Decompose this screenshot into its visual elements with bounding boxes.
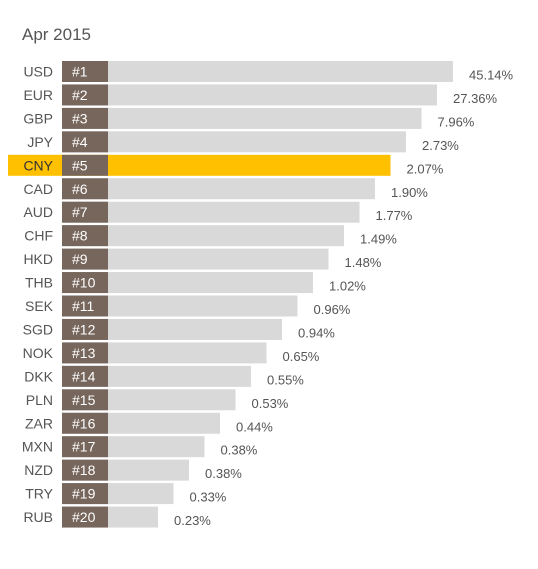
- category-label: NOK: [23, 345, 54, 361]
- rank-label: #1: [72, 64, 88, 80]
- category-label: DKK: [24, 368, 53, 384]
- category-label: PLN: [26, 392, 53, 408]
- rank-box: [62, 506, 108, 528]
- bar-cad: [62, 178, 375, 200]
- rank-label: #11: [72, 298, 95, 314]
- category-label: EUR: [23, 87, 53, 103]
- value-label: 0.96%: [314, 302, 351, 317]
- rank-label: #19: [72, 486, 96, 502]
- category-label: MXN: [22, 439, 53, 455]
- rank-box: [62, 225, 108, 247]
- rank-label: #5: [72, 157, 88, 173]
- bar-sek: [62, 295, 298, 317]
- category-label: CNY: [23, 157, 53, 173]
- bar-thb: [62, 272, 313, 294]
- value-label: 27.36%: [453, 91, 498, 106]
- value-label: 0.65%: [283, 349, 320, 364]
- value-label: 1.02%: [329, 279, 366, 294]
- category-label: TRY: [25, 486, 53, 502]
- rank-box: [62, 342, 108, 364]
- chart-title: Apr 2015: [22, 25, 91, 44]
- rank-label: #13: [72, 345, 96, 361]
- bar-eur: [62, 84, 437, 106]
- rank-label: #4: [72, 134, 88, 150]
- category-label: JPY: [27, 134, 53, 150]
- value-label: 0.53%: [252, 396, 289, 411]
- category-label: RUB: [23, 509, 53, 525]
- bar-gbp: [62, 107, 422, 129]
- value-label: 1.48%: [345, 255, 382, 270]
- value-label: 2.07%: [407, 161, 444, 176]
- rank-box: [62, 412, 108, 434]
- bar-aud: [62, 201, 360, 223]
- value-label: 0.38%: [221, 443, 258, 458]
- rank-label: #6: [72, 181, 88, 197]
- bar-cny: [62, 154, 391, 176]
- bar-jpy: [62, 131, 406, 153]
- category-label: NZD: [24, 462, 53, 478]
- rank-box: [62, 178, 108, 200]
- rank-label: #10: [72, 275, 96, 291]
- rank-label: #16: [72, 415, 96, 431]
- bar-hkd: [62, 248, 329, 270]
- value-label: 2.73%: [422, 138, 459, 153]
- rank-box: [62, 61, 108, 82]
- value-label: 0.44%: [236, 419, 273, 434]
- rank-box: [62, 436, 108, 458]
- rank-box: [62, 272, 108, 294]
- rank-label: #2: [72, 87, 88, 103]
- rank-box: [62, 365, 108, 387]
- rank-box: [62, 84, 108, 106]
- value-label: 45.14%: [469, 68, 514, 83]
- value-label: 0.94%: [298, 325, 335, 340]
- category-label: CAD: [23, 181, 53, 197]
- category-label: CHF: [24, 228, 53, 244]
- category-label: SGD: [23, 321, 53, 337]
- bar-dkk: [62, 365, 251, 387]
- rank-box: [62, 154, 108, 176]
- rank-box: [62, 131, 108, 153]
- category-label: SEK: [25, 298, 54, 314]
- bar-chf: [62, 225, 344, 247]
- category-label: HKD: [23, 251, 53, 267]
- rank-label: #12: [72, 321, 96, 337]
- bar-sgd: [62, 318, 282, 340]
- rank-box: [62, 248, 108, 270]
- rank-box: [62, 295, 108, 317]
- category-label: THB: [25, 275, 53, 291]
- value-label: 0.33%: [190, 490, 227, 505]
- rank-label: #8: [72, 228, 88, 244]
- bar-nok: [62, 342, 267, 364]
- value-label: 0.55%: [267, 372, 304, 387]
- rank-label: #17: [72, 439, 96, 455]
- value-label: 1.90%: [391, 185, 428, 200]
- value-label: 0.38%: [205, 466, 242, 481]
- bar-usd: [62, 61, 453, 82]
- value-label: 1.77%: [376, 208, 413, 223]
- rank-box: [62, 201, 108, 223]
- rank-label: #15: [72, 392, 96, 408]
- rank-label: #18: [72, 462, 96, 478]
- value-label: 0.23%: [174, 513, 211, 528]
- highlight-band: [8, 154, 62, 176]
- rank-box: [62, 318, 108, 340]
- rank-box: [62, 459, 108, 481]
- rank-box: [62, 389, 108, 411]
- value-label: 7.96%: [438, 114, 475, 129]
- category-label: AUD: [23, 204, 53, 220]
- rank-label: #7: [72, 204, 88, 220]
- category-label: GBP: [23, 110, 53, 126]
- rank-label: #14: [72, 368, 96, 384]
- rank-box: [62, 107, 108, 129]
- rank-label: #9: [72, 251, 88, 267]
- category-label: ZAR: [25, 415, 53, 431]
- rank-box: [62, 483, 108, 505]
- value-label: 1.49%: [360, 232, 397, 247]
- rank-label: #20: [72, 509, 96, 525]
- category-label: USD: [23, 64, 53, 80]
- rank-label: #3: [72, 110, 88, 126]
